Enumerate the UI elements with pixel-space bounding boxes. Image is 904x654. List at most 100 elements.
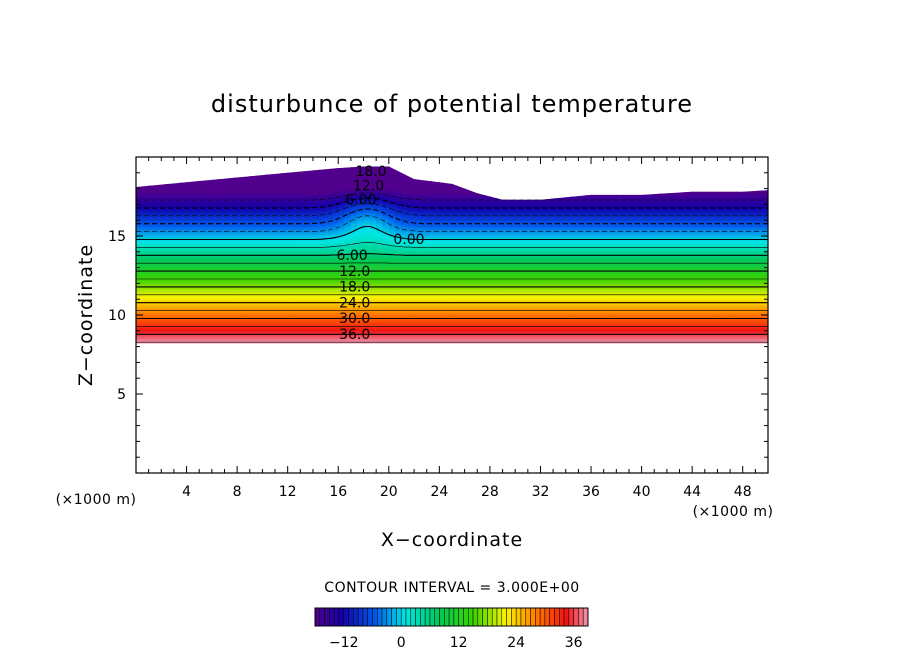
field-cell — [262, 160, 269, 162]
field-cell — [218, 327, 226, 330]
field-cell — [199, 183, 207, 187]
field-cell — [211, 220, 219, 223]
field-cell — [331, 204, 339, 207]
field-cell — [275, 280, 282, 283]
field-cell — [154, 180, 162, 183]
field-cell — [161, 258, 169, 261]
field-cell — [325, 305, 333, 308]
field-cell — [326, 162, 333, 164]
field-cell — [230, 240, 238, 243]
field-cell — [142, 297, 150, 300]
field-cell — [173, 194, 181, 198]
field-cell — [281, 213, 289, 217]
field-cell — [161, 193, 169, 196]
field-cell — [205, 187, 213, 190]
field-cell — [338, 316, 346, 319]
field-cell — [325, 267, 333, 270]
field-cell — [268, 278, 276, 281]
field-cell — [186, 318, 194, 321]
field-cell — [173, 311, 181, 315]
field-cell — [268, 308, 276, 311]
field-cell — [230, 338, 238, 341]
field-cell — [262, 272, 270, 275]
field-cell — [142, 308, 150, 311]
field-cell — [256, 229, 263, 232]
field-cell — [167, 275, 175, 278]
field-cell — [180, 300, 188, 303]
field-cell — [325, 269, 333, 272]
field-cell — [312, 224, 320, 228]
field-cell — [249, 318, 257, 321]
field-cell — [186, 329, 194, 332]
field-cell — [325, 166, 333, 169]
field-cell — [325, 229, 333, 232]
field-cell — [218, 310, 226, 313]
field-cell — [148, 204, 156, 207]
field-cell — [237, 256, 245, 259]
field-cell — [312, 297, 320, 300]
field-cell — [211, 319, 219, 322]
field-cell — [186, 207, 194, 210]
field-cell — [199, 190, 207, 193]
field-cell — [154, 166, 162, 168]
field-cell — [174, 159, 181, 161]
field-cell — [136, 267, 143, 270]
field-cell — [294, 194, 301, 198]
field-cell — [300, 294, 308, 297]
field-cell — [192, 281, 200, 284]
field-cell — [331, 335, 339, 338]
field-cell — [180, 247, 188, 250]
field-cell — [249, 169, 257, 172]
field-cell — [237, 307, 245, 310]
field-cell — [312, 318, 320, 321]
field-cell — [268, 322, 276, 326]
field-cell — [268, 199, 276, 202]
field-cell — [306, 307, 314, 310]
field-cell — [192, 175, 200, 179]
field-cell — [300, 174, 308, 177]
field-cell — [211, 187, 219, 190]
field-cell — [237, 308, 245, 311]
field-cell — [268, 291, 276, 294]
field-cell — [300, 198, 308, 201]
field-cell — [287, 245, 295, 248]
field-cell — [275, 237, 282, 240]
field-cell — [186, 262, 194, 266]
field-cell — [243, 284, 251, 288]
field-cell — [294, 210, 301, 213]
field-cell — [249, 174, 257, 177]
field-cell — [275, 299, 282, 302]
field-cell — [180, 171, 188, 174]
field-cell — [224, 183, 232, 187]
field-cell — [224, 202, 232, 205]
field-cell — [173, 310, 181, 313]
field-cell — [319, 281, 327, 284]
field-cell — [173, 172, 181, 175]
field-cell — [331, 202, 339, 205]
field-cell — [180, 232, 188, 236]
field-cell — [275, 196, 282, 199]
field-cell — [306, 337, 314, 340]
field-cell — [224, 300, 232, 303]
field-cell — [192, 324, 200, 327]
field-cell — [193, 163, 200, 165]
field-cell — [161, 237, 169, 240]
field-cell — [211, 250, 219, 253]
field-cell — [325, 266, 333, 269]
field-cell — [262, 187, 270, 190]
field-cell — [249, 332, 257, 335]
field-cell — [268, 217, 276, 220]
field-cell — [287, 341, 295, 344]
field-cell — [249, 245, 257, 248]
field-cell — [294, 283, 301, 286]
field-cell — [287, 240, 295, 243]
field-cell — [256, 278, 263, 281]
field-cell — [161, 338, 169, 341]
field-cell — [306, 210, 314, 213]
field-cell — [312, 220, 320, 223]
field-cell — [230, 319, 238, 322]
field-cell — [338, 248, 346, 251]
field-cell — [136, 210, 143, 213]
field-cell — [338, 292, 346, 296]
field-cell — [199, 202, 207, 205]
